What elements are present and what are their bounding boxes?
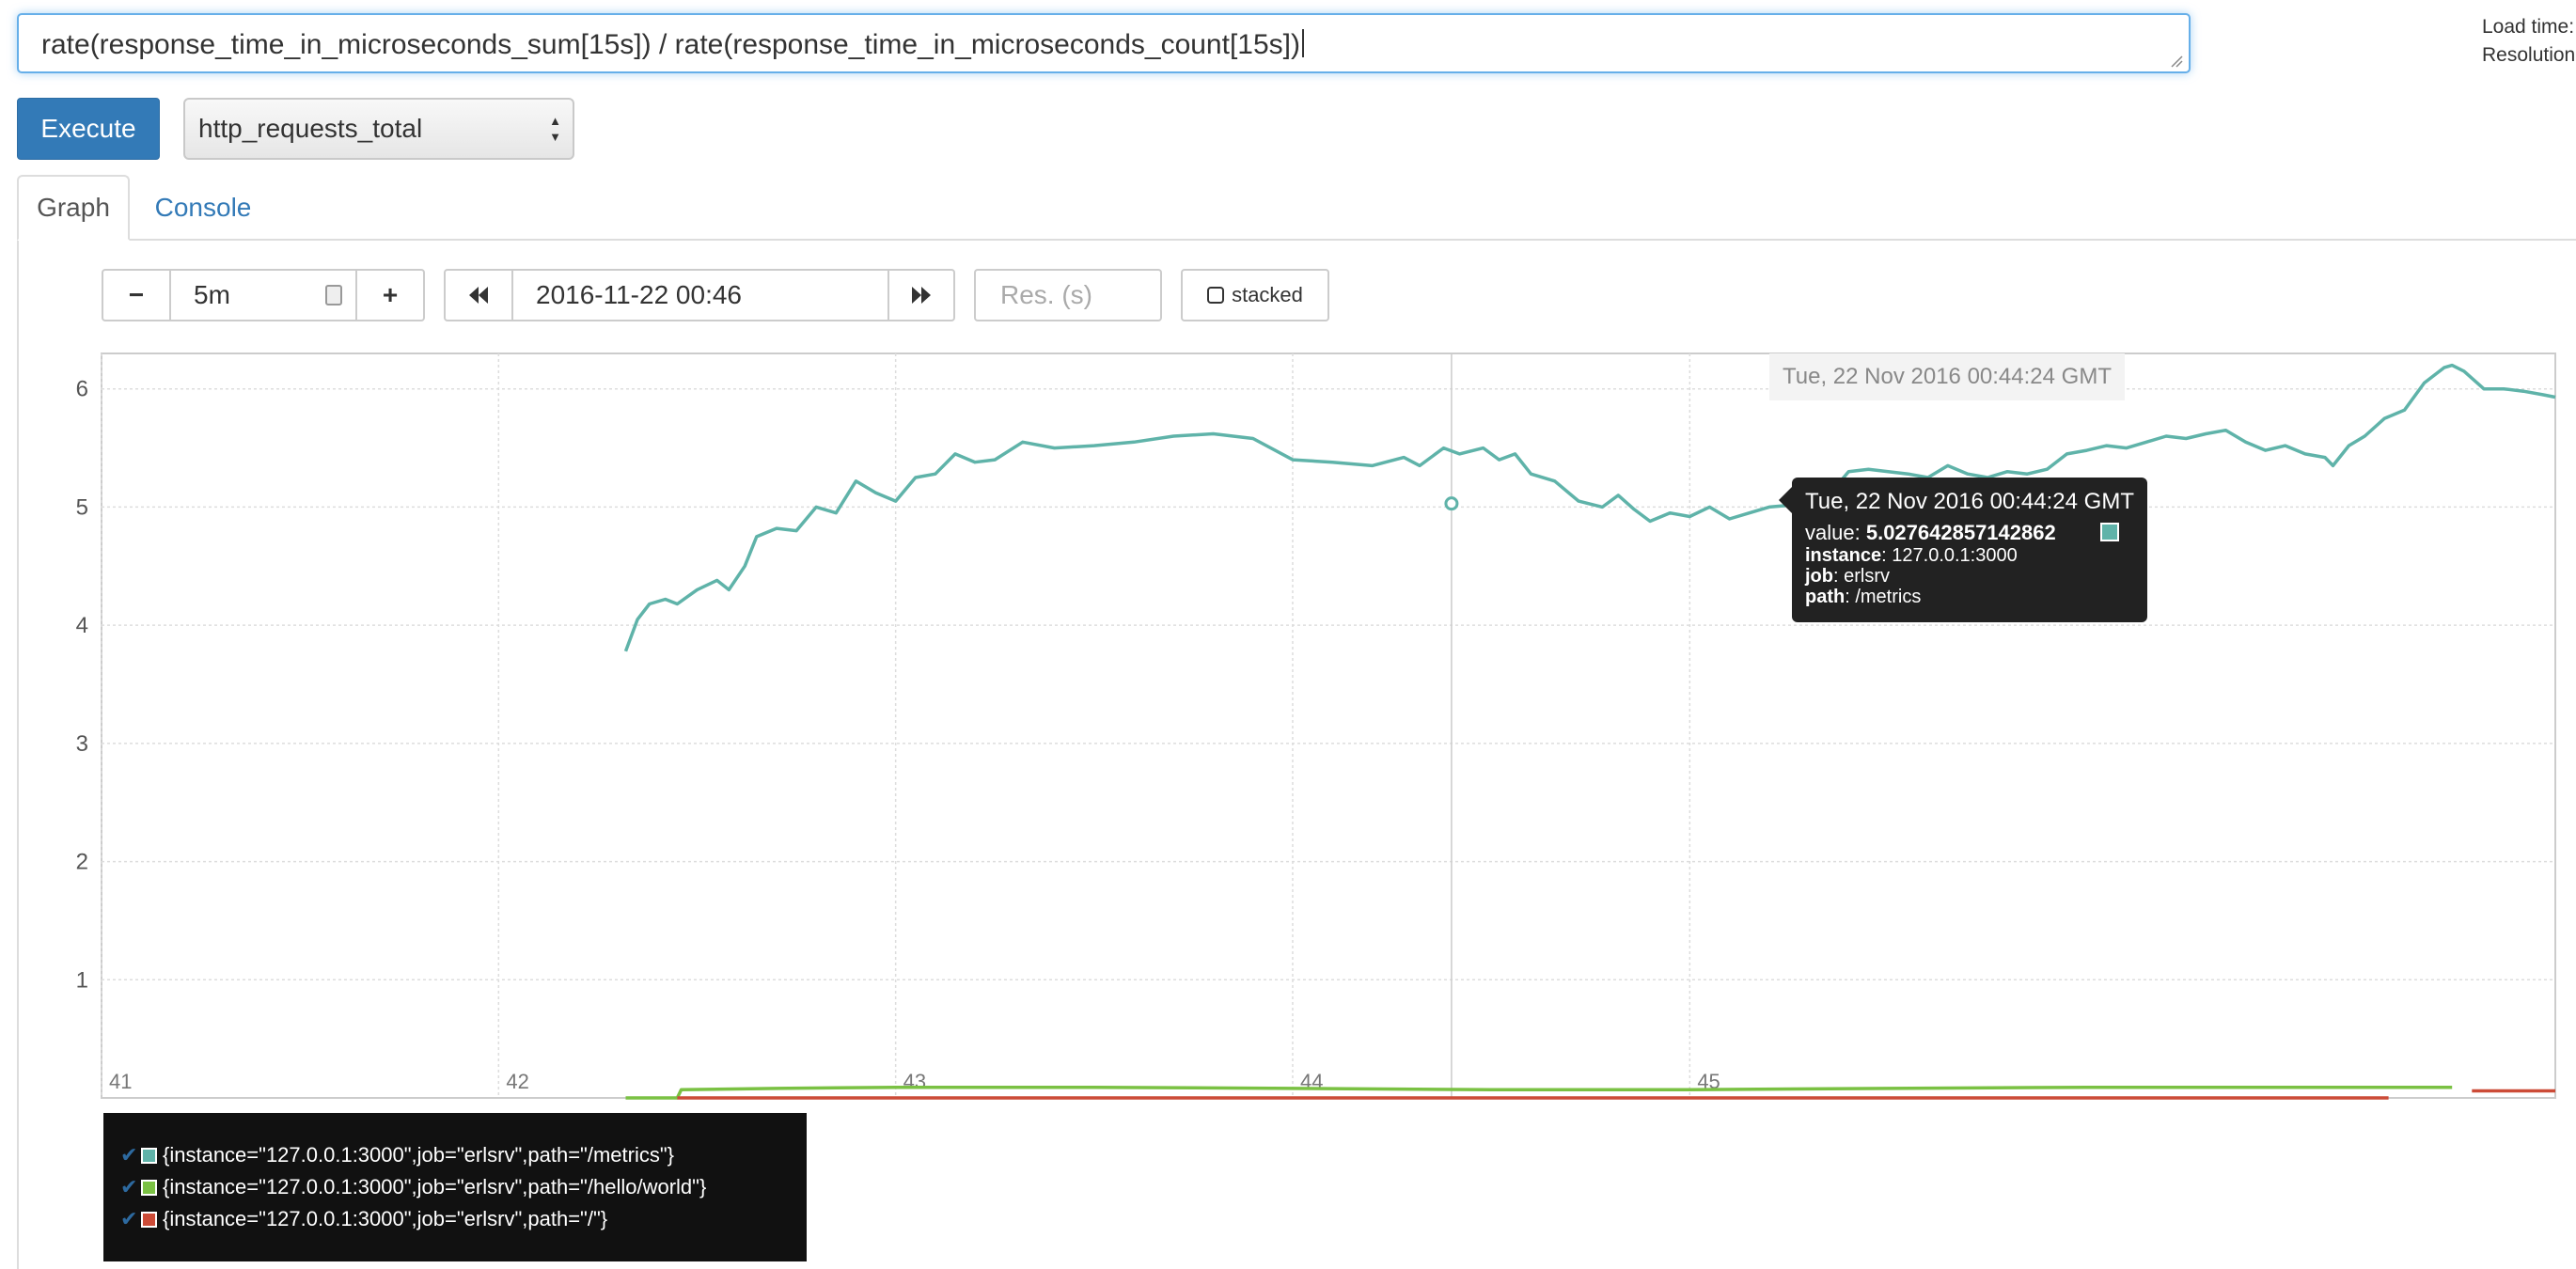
rewind-icon <box>469 287 488 304</box>
tooltip-instance: instance: 127.0.0.1:3000 <box>1805 545 2018 566</box>
range-input[interactable]: 5m <box>169 269 357 321</box>
legend-label: {instance="127.0.0.1:3000",job="erlsrv",… <box>163 1175 707 1198</box>
hover-time-label: Tue, 22 Nov 2016 00:44:24 GMT <box>1769 353 2125 400</box>
tooltip-value-row: value: 5.027642857142862 <box>1805 521 2134 545</box>
x-tick-label: 41 <box>109 1070 132 1093</box>
end-time-input[interactable]: 2016-11-22 00:46 <box>511 269 889 321</box>
chart-legend: ✔ {instance="127.0.0.1:3000",job="erlsrv… <box>103 1113 807 1261</box>
resolution-label: Resolution <box>2482 44 2576 66</box>
tab-graph[interactable]: Graph <box>17 175 130 241</box>
legend-swatch <box>141 1211 157 1228</box>
tooltip-series-swatch <box>2100 523 2119 541</box>
legend-item[interactable]: ✔ {instance="127.0.0.1:3000",job="erlsrv… <box>103 1171 807 1203</box>
y-tick-label: 2 <box>76 850 88 875</box>
x-tick-label: 42 <box>506 1070 528 1093</box>
expression-input[interactable]: rate(response_time_in_microseconds_sum[1… <box>17 13 2191 73</box>
legend-label: {instance="127.0.0.1:3000",job="erlsrv",… <box>163 1143 675 1167</box>
y-tick-label: 4 <box>76 613 88 638</box>
metric-select-value: http_requests_total <box>198 114 423 143</box>
tab-console[interactable]: Console <box>154 193 252 222</box>
tooltip-path: path: /metrics <box>1805 587 1922 607</box>
time-back-button[interactable] <box>444 269 513 321</box>
select-arrows-icon: ▲ ▼ <box>549 114 561 144</box>
decrease-range-button[interactable]: − <box>102 269 171 321</box>
resolution-input[interactable]: Res. (s) <box>974 269 1162 321</box>
legend-swatch <box>141 1147 157 1164</box>
metric-select[interactable]: http_requests_total ▲ ▼ <box>183 98 574 160</box>
tooltip-date: Tue, 22 Nov 2016 00:44:24 GMT <box>1805 489 2134 514</box>
execute-button[interactable]: Execute <box>17 98 160 160</box>
expression-text: rate(response_time_in_microseconds_sum[1… <box>41 29 1300 60</box>
range-value: 5m <box>194 280 230 309</box>
legend-label: {instance="127.0.0.1:3000",job="erlsrv",… <box>163 1207 608 1230</box>
tooltip-value: 5.027642857142862 <box>1865 521 2056 544</box>
legend-swatch <box>141 1179 157 1196</box>
legend-item[interactable]: ✔ {instance="127.0.0.1:3000",job="erlsrv… <box>103 1139 807 1171</box>
stacked-label: stacked <box>1232 283 1303 306</box>
series-line <box>623 363 2556 652</box>
tab-panel-border <box>17 239 19 1269</box>
increase-range-button[interactable]: + <box>355 269 425 321</box>
stacked-toggle-button[interactable]: stacked <box>1181 269 1329 321</box>
text-caret <box>1301 29 1304 57</box>
data-tooltip: Tue, 22 Nov 2016 00:44:24 GMT value: 5.0… <box>1779 478 2147 622</box>
y-tick-label: 6 <box>76 377 88 402</box>
x-tick-label: 43 <box>903 1070 926 1093</box>
fast-forward-icon <box>912 287 931 304</box>
legend-check-icon[interactable]: ✔ <box>120 1207 138 1230</box>
query-status: Load time: Resolution <box>2482 13 2575 70</box>
load-time-label: Load time: <box>2482 16 2575 38</box>
legend-check-icon[interactable]: ✔ <box>120 1143 138 1167</box>
stacked-checkbox-icon <box>1207 287 1225 304</box>
tooltip-job: job: erlsrv <box>1805 566 1890 587</box>
time-forward-button[interactable] <box>887 269 955 321</box>
legend-check-icon[interactable]: ✔ <box>120 1175 138 1198</box>
hover-point <box>1444 496 1459 511</box>
plot-area <box>101 352 2556 1099</box>
y-tick-label: 3 <box>76 731 88 757</box>
series-line <box>625 1085 2453 1100</box>
legend-item[interactable]: ✔ {instance="127.0.0.1:3000",job="erlsrv… <box>103 1203 807 1235</box>
resize-handle-icon[interactable] <box>2170 55 2183 68</box>
range-picker-icon[interactable] <box>325 285 342 306</box>
y-tick-label: 1 <box>76 967 88 993</box>
y-tick-label: 5 <box>76 494 88 520</box>
tabs-divider <box>17 239 2576 241</box>
tooltip-value-label: value: <box>1805 521 1861 544</box>
